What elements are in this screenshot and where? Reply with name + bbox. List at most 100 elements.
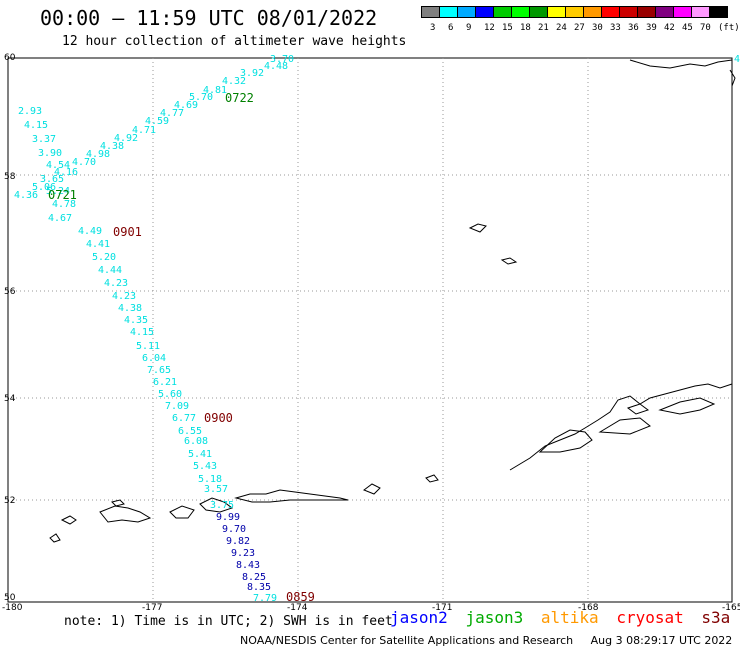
scale-swatch xyxy=(673,6,692,18)
track-value-deep: 8.25 xyxy=(242,572,266,583)
track-value: 4.59 xyxy=(145,116,169,127)
coastline-segment xyxy=(538,429,593,453)
coastline xyxy=(49,59,736,543)
coastline-segment xyxy=(362,483,381,495)
track-value: 4.78 xyxy=(52,199,76,210)
scale-swatch xyxy=(637,6,656,18)
track-value: 5.43 xyxy=(193,461,217,472)
scale-swatch xyxy=(547,6,566,18)
scale-label: 70 xyxy=(700,23,711,33)
track-value: 4.15 xyxy=(130,327,154,338)
track-value: 4.49 xyxy=(78,226,102,237)
latitude-label: 54 xyxy=(4,394,16,404)
longitude-label: -174 xyxy=(287,603,308,613)
track-value: 4.44 xyxy=(98,265,122,276)
coastline-segment xyxy=(49,533,61,543)
track-value: 5.06 xyxy=(32,182,56,193)
latitude-label: 50 xyxy=(4,593,16,603)
coastline-segment xyxy=(500,257,518,265)
track-value: 3.37 xyxy=(32,134,56,145)
longitude-label: -171 xyxy=(432,603,452,613)
track-value: 4.41 xyxy=(86,239,110,250)
coastline-segment xyxy=(199,497,234,513)
longitude-label: -180 xyxy=(2,603,23,613)
coastline-segment xyxy=(658,397,716,415)
track-value: 4.35 xyxy=(124,315,148,326)
track-value: 4.15 xyxy=(24,120,48,131)
footer: NOAA/NESDIS Center for Satellite Applica… xyxy=(240,634,732,647)
page-title: 00:00 – 11:59 UTC 08/01/2022 xyxy=(40,6,378,30)
scale-label: 21 xyxy=(538,23,549,33)
note-text: note: 1) Time is in UTC; 2) SWH is in fe… xyxy=(64,614,393,629)
scale-label: 12 xyxy=(484,23,495,33)
satellite-s3a: s3a xyxy=(701,608,731,627)
scale-swatch xyxy=(655,6,674,18)
scale-swatch xyxy=(691,6,710,18)
track-value: 3.75 xyxy=(210,500,234,511)
track-value: 4.81 xyxy=(203,85,227,96)
track-value: 4.38 xyxy=(100,141,124,152)
track-value: 7.65 xyxy=(147,365,171,376)
coastline-segment xyxy=(629,59,733,69)
scale-swatch xyxy=(457,6,476,18)
coastline-segment xyxy=(468,223,487,233)
scale-label: 18 xyxy=(520,23,531,33)
track-value: 6.21 xyxy=(153,377,177,388)
pass-time-label: 0722 xyxy=(225,91,254,105)
track-value-deep: 8.35 xyxy=(247,582,271,593)
satellite-jason2: jason2 xyxy=(390,608,448,627)
track-value: 4.32 xyxy=(222,76,246,87)
track-value: 3.70 xyxy=(270,54,294,65)
track-value: 6.04 xyxy=(142,353,166,364)
scale-swatch xyxy=(601,6,620,18)
pass-time-label: 0721 xyxy=(48,188,77,202)
coastline-segment xyxy=(626,403,650,415)
track-value: 5.70 xyxy=(189,92,213,103)
page-subtitle: 12 hour collection of altimeter wave hei… xyxy=(62,34,407,49)
coastline-segment xyxy=(234,489,349,503)
satellite-jason3: jason3 xyxy=(465,608,524,627)
scale-swatch xyxy=(529,6,548,18)
coastline-segment xyxy=(598,417,651,435)
lat-lon-grid xyxy=(8,58,732,602)
track-value: 5.24 xyxy=(46,186,70,197)
track-value: 4.98 xyxy=(86,149,110,160)
scale-swatch xyxy=(493,6,512,18)
latitude-label: 56 xyxy=(4,287,16,297)
track-value: 6.08 xyxy=(184,436,208,447)
track-value: 4.77 xyxy=(160,108,184,119)
scale-swatch xyxy=(421,6,440,18)
scale-label: 45 xyxy=(682,23,693,33)
scale-label: 6 xyxy=(448,23,454,33)
track-value-deep: 9.99 xyxy=(216,512,240,523)
color-scale-swatches xyxy=(421,6,728,18)
satellite-legend: jason2 jason3 altika cryosat s3a xyxy=(390,608,738,627)
scale-swatch xyxy=(475,6,494,18)
satellite-altika: altika xyxy=(540,608,599,627)
track-value: 4.54 xyxy=(46,160,70,171)
satellite-track-values: 3.704.483.924.324.815.704.694.774.594.71… xyxy=(14,54,740,604)
scale-label: 15 xyxy=(502,23,513,33)
map-border xyxy=(7,57,733,603)
track-value: 5.18 xyxy=(198,474,222,485)
scale-swatch xyxy=(565,6,584,18)
track-value: 4.71 xyxy=(132,125,156,136)
footer-timestamp: Aug 3 08:29:17 UTC 2022 xyxy=(590,634,733,647)
track-value: 5.60 xyxy=(158,389,182,400)
scale-swatch xyxy=(583,6,602,18)
scale-label: 3 xyxy=(430,23,436,33)
track-value: 4.38 xyxy=(118,303,142,314)
track-value: 4.36 xyxy=(14,190,38,201)
scale-label: 39 xyxy=(646,23,657,33)
track-value: 4.16 xyxy=(54,167,78,178)
latitude-label: 52 xyxy=(4,496,15,506)
track-value: 5.11 xyxy=(136,341,160,352)
pass-time-label: 0859 xyxy=(286,590,315,604)
coastline-segment xyxy=(111,499,125,507)
color-scale: 3 6 9 12 15 18 21 24 27 30 33 36 39 42 45 70 (ft) xyxy=(421,6,740,33)
scale-swatch xyxy=(709,6,728,18)
scale-label: 24 xyxy=(556,23,567,33)
track-value: 2.93 xyxy=(18,106,42,117)
scale-label: 33 xyxy=(610,23,621,33)
